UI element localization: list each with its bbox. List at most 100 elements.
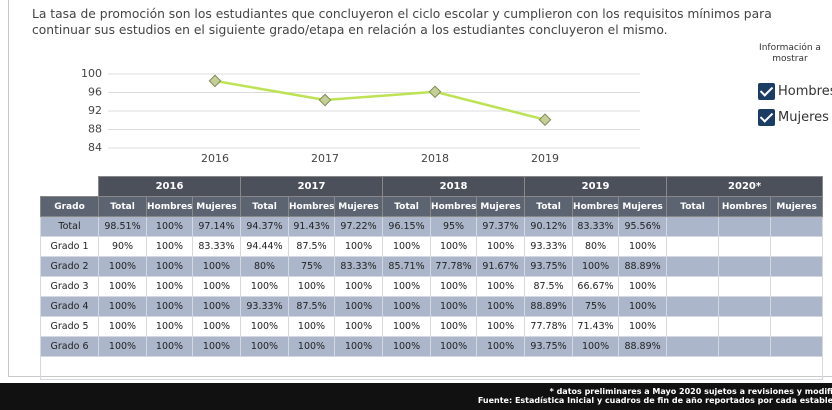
table-cell: 77.78%: [524, 316, 574, 337]
table-cell: 100%: [334, 296, 384, 317]
table-cell: 95%: [430, 216, 478, 237]
table-cell: 100%: [618, 296, 668, 317]
table-cell: 100%: [240, 276, 290, 297]
table-row: Grado 1 90% 100% 83.33% 94.44% 87.5% 100% 100% 1…: [40, 236, 824, 257]
table-cell: 90%: [98, 236, 147, 257]
table-cell: 100%: [382, 236, 432, 257]
table-cell: [666, 276, 720, 297]
table-cell: 77.78%: [430, 256, 478, 277]
table-cell: 97.22%: [334, 216, 384, 237]
year-header-row: 2016 2017 2018 2019 2020*: [40, 176, 824, 197]
table-cell: 100%: [334, 316, 384, 337]
table-cell: 96.15%: [382, 216, 432, 237]
checkbox[interactable]: [758, 82, 775, 100]
table-cell: Grado 3: [40, 276, 99, 297]
table-cell: 100%: [476, 236, 526, 257]
column-header: Hombres: [146, 196, 193, 217]
table-cell: 93.75%: [524, 256, 574, 277]
table-cell: 75%: [288, 256, 336, 277]
table-cell: 100%: [146, 216, 193, 237]
table-cell: 100%: [288, 316, 336, 337]
table-cell: 66.67%: [572, 276, 620, 297]
option-label: Hombres: [778, 83, 832, 99]
column-header: Hombres: [718, 196, 772, 217]
x-tick-label: 2019: [531, 152, 559, 165]
table-cell: 100%: [476, 316, 526, 337]
table-cell: [718, 256, 772, 277]
table-cell: 100%: [382, 316, 432, 337]
table-cell: 100%: [334, 336, 384, 357]
column-header: Total: [240, 196, 290, 217]
table-cell: 75%: [572, 296, 620, 317]
table-row: [39, 356, 824, 380]
table-row: Grado 2 100% 100% 100% 80% 75% 83.33% 85.71% 77.…: [40, 256, 824, 277]
table-cell: [770, 296, 824, 317]
table-cell: 94.37%: [240, 216, 290, 237]
table-cell: 100%: [476, 276, 526, 297]
option-label: Mujeres: [778, 109, 829, 125]
table-cell: 91.67%: [476, 256, 526, 277]
table-cell: 100%: [334, 276, 384, 297]
table-cell: 100%: [146, 276, 193, 297]
table-cell: 100%: [476, 296, 526, 317]
year-header: 2020*: [666, 176, 824, 197]
y-tick-label: 96: [88, 86, 102, 99]
table-cell: 91.43%: [288, 216, 336, 237]
option-hombres[interactable]: Hombres: [758, 82, 832, 100]
table-cell: 100%: [98, 276, 147, 297]
point: [208, 74, 222, 88]
table-cell: 87.5%: [288, 236, 336, 257]
table-cell: 100%: [98, 316, 147, 337]
table-cell: 100%: [146, 296, 193, 317]
footer: * datos preliminares a Mayo 2020 sujetos…: [0, 383, 832, 410]
table-cell: 100%: [191, 316, 242, 337]
point: [428, 85, 442, 99]
table-row: Grado 3 100% 100% 100% 100% 100% 100% 100% 100% 1…: [40, 276, 824, 297]
table-cell: 100%: [98, 296, 147, 317]
x-tick-label: 2017: [311, 152, 339, 165]
table-cell: 88.89%: [524, 296, 574, 317]
column-header: Mujeres: [334, 196, 384, 217]
table-cell: 100%: [618, 236, 668, 257]
table-cell: Grado 4: [40, 296, 99, 317]
table-cell: [770, 316, 824, 337]
header-cell: [40, 176, 99, 197]
table-cell: 100%: [618, 276, 668, 297]
column-header: Total: [666, 196, 720, 217]
column-header: Hombres: [288, 196, 336, 217]
table-cell: Grado 1: [40, 236, 99, 257]
table-cell: [718, 316, 772, 337]
option-mujeres[interactable]: Mujeres: [758, 108, 829, 126]
column-header: Mujeres: [770, 196, 824, 217]
table-cell: 100%: [430, 276, 478, 297]
options-title: Información a mostrar: [759, 43, 821, 64]
table-cell: 88.89%: [618, 336, 668, 357]
table-cell: 100%: [98, 336, 147, 357]
table-cell: [666, 296, 720, 317]
table-cell: [718, 216, 772, 237]
table-cell: 87.5%: [288, 296, 336, 317]
y-tick-label: 84: [88, 141, 102, 154]
year-header: 2016: [97, 176, 242, 197]
table-cell: 100%: [288, 276, 336, 297]
table-cell: 100%: [572, 256, 620, 277]
table-cell: 100%: [572, 336, 620, 357]
table-cell: 100%: [240, 336, 290, 357]
series-line: [214, 79, 546, 121]
table-cell: Grado 6: [40, 336, 99, 357]
year-header: 2019: [524, 176, 668, 197]
table-cell: 95.56%: [618, 216, 668, 237]
table-cell: 97.14%: [191, 216, 242, 237]
table-cell: 83.33%: [334, 256, 384, 277]
intro-text: La tasa de promoción son los estudiantes…: [32, 7, 772, 37]
y-tick-label: 88: [88, 123, 102, 136]
table-cell: 80%: [240, 256, 290, 277]
table-cell: [718, 276, 772, 297]
column-header: Total: [98, 196, 147, 217]
checkbox[interactable]: [758, 108, 775, 126]
table-row: Grado 4 100% 100% 100% 93.33% 87.5% 100% 100% 10…: [40, 296, 824, 317]
column-header: Grado: [40, 196, 99, 217]
table-cell: [718, 236, 772, 257]
point: [318, 93, 332, 107]
